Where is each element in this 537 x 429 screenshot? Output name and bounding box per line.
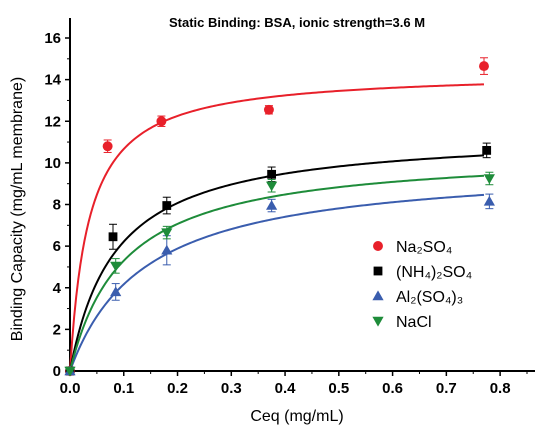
y-tick-label: 12 [44, 113, 61, 130]
data-point [110, 261, 122, 272]
data-point [483, 195, 495, 206]
x-tick-label: 0.7 [436, 380, 457, 397]
fit-curve [69, 193, 485, 372]
data-point [479, 61, 489, 72]
legend-label: Al₂(SO₄)₃ [396, 289, 463, 306]
x-tick-label: 0.0 [60, 380, 81, 397]
legend-marker [373, 266, 383, 276]
x-axis-label: Ceq (mg/mL) [250, 408, 343, 425]
y-tick-label: 4 [53, 280, 62, 297]
data-point [64, 366, 76, 377]
data-point [102, 141, 113, 152]
plot-layer: 0 2 4 6 8 10 12 14 16 0.0 0.1 0.2 0.3 0.4 0.5 0.6 0.7 0.8… [44, 18, 535, 397]
chart-title: Static Binding: BSA, ionic strength=3.6 … [169, 15, 425, 30]
x-tick-label: 0.2 [167, 380, 188, 397]
x-tick-label: 0.3 [221, 380, 242, 397]
data-point [108, 232, 118, 242]
y-tick-label: 8 [53, 197, 61, 214]
data-point [156, 116, 167, 127]
y-tick-label: 6 [53, 238, 61, 255]
legend-marker [372, 290, 384, 301]
legend-label: Na₂SO₄ [396, 239, 452, 256]
data-point [110, 286, 122, 297]
data-point [161, 228, 173, 239]
data-point [483, 174, 495, 185]
legend-label: NaCl [396, 314, 432, 331]
data-point [162, 201, 172, 210]
y-tick-label: 2 [53, 321, 61, 338]
data-point [161, 244, 173, 255]
x-tick-label: 0.8 [490, 380, 511, 397]
x-tick-label: 0.6 [382, 380, 403, 397]
legend-marker [372, 316, 384, 327]
x-tick-label: 0.5 [328, 380, 349, 397]
fit-curve [69, 174, 485, 372]
legend-label: (NH₄)₂SO₄ [396, 264, 472, 281]
y-tick-label: 14 [44, 72, 61, 89]
x-tick-label: 0.4 [275, 380, 297, 397]
data-point [266, 181, 278, 192]
data-point [266, 199, 278, 210]
y-axis-label: Binding Capacity (mg/mL membrane) [9, 77, 26, 341]
fit-curve [69, 83, 485, 372]
y-tick-label: 16 [44, 30, 61, 47]
y-tick-label: 0 [53, 363, 61, 380]
x-tick-label: 0.1 [113, 380, 134, 397]
data-point [267, 169, 277, 179]
fit-curve [69, 154, 485, 372]
data-point [263, 104, 274, 115]
data-point [482, 145, 492, 155]
y-tick-label: 10 [44, 155, 61, 172]
legend-marker [373, 241, 383, 251]
